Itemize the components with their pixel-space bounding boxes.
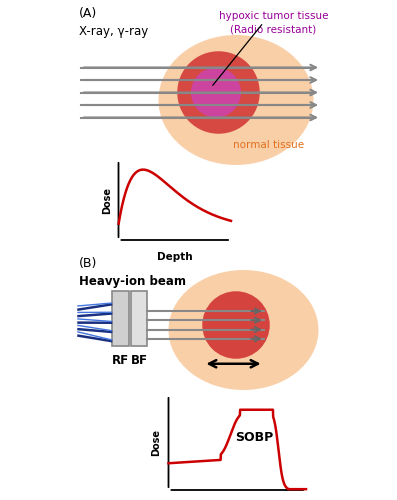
- Text: (B): (B): [79, 258, 97, 270]
- FancyBboxPatch shape: [112, 291, 129, 346]
- Circle shape: [191, 68, 241, 117]
- Circle shape: [202, 291, 270, 359]
- Ellipse shape: [158, 35, 314, 165]
- Text: Heavy-ion beam: Heavy-ion beam: [79, 275, 185, 288]
- Text: Depth: Depth: [157, 252, 193, 262]
- Text: BF: BF: [131, 354, 148, 367]
- Circle shape: [177, 52, 260, 134]
- Text: Dose: Dose: [151, 429, 161, 456]
- Text: hypoxic tumor tissue: hypoxic tumor tissue: [219, 11, 328, 21]
- Text: RF: RF: [112, 354, 129, 367]
- Text: SOBP: SOBP: [235, 431, 273, 444]
- Text: (A): (A): [79, 8, 97, 20]
- Text: X-ray, γ-ray: X-ray, γ-ray: [79, 25, 148, 38]
- Ellipse shape: [168, 270, 318, 390]
- Text: normal tissue: normal tissue: [233, 140, 304, 150]
- Text: Dose: Dose: [102, 186, 112, 214]
- FancyBboxPatch shape: [131, 291, 147, 346]
- Text: (Radio resistant): (Radio resistant): [230, 25, 317, 35]
